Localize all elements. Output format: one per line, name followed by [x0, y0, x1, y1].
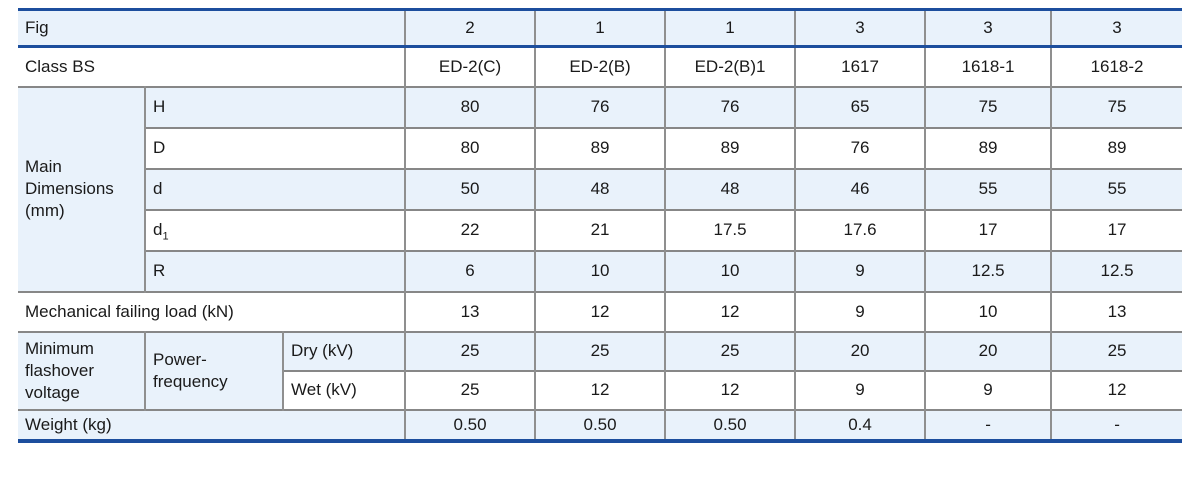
- class-bs-label: Class BS: [18, 46, 406, 87]
- main-dimensions-label: Main Dimensions (mm): [18, 86, 145, 292]
- dim-d-value: 55: [1050, 168, 1183, 210]
- fig-value: 3: [924, 9, 1052, 47]
- mechanical-failing-load-value: 13: [404, 291, 536, 332]
- mechanical-failing-load-value: 12: [664, 291, 796, 332]
- weight-value: 0.50: [664, 409, 796, 441]
- minimum-flashover-voltage-label: Minimum flashover voltage: [18, 331, 145, 410]
- dim-d-cap-value: 76: [794, 127, 926, 169]
- flashover-dry-value: 20: [924, 331, 1052, 371]
- dim-h-value: 76: [534, 86, 666, 128]
- row-flashover-wet: Wet (kV) 25 12 12 9 9 12: [18, 370, 1183, 410]
- row-fig: Fig 2 1 1 3 3 3: [18, 9, 1183, 47]
- dim-d-cap-value: 80: [404, 127, 536, 169]
- dim-d-value: 50: [404, 168, 536, 210]
- dim-d1-subscript: 1: [162, 230, 169, 243]
- fig-value: 1: [534, 9, 666, 47]
- dim-d1-value: 17.5: [664, 209, 796, 251]
- mechanical-failing-load-value: 10: [924, 291, 1052, 332]
- fig-label: Fig: [18, 9, 406, 47]
- flashover-wet-value: 9: [924, 370, 1052, 410]
- dim-d-label: d: [143, 168, 406, 210]
- flashover-dry-value: 25: [404, 331, 536, 371]
- dim-h-value: 76: [664, 86, 796, 128]
- dim-h-label: H: [143, 86, 406, 128]
- flashover-wet-value: 25: [404, 370, 536, 410]
- flashover-wet-value: 9: [794, 370, 926, 410]
- flashover-dry-value: 25: [664, 331, 796, 371]
- class-bs-value: ED-2(B)1: [664, 46, 796, 87]
- dim-r-label: R: [143, 250, 406, 292]
- mechanical-failing-load-value: 13: [1050, 291, 1183, 332]
- weight-value: -: [1050, 409, 1183, 441]
- dim-d1-value: 22: [404, 209, 536, 251]
- specification-table: Fig 2 1 1 3 3 3 Class BS ED-2(C) ED-2(B)…: [18, 8, 1183, 443]
- flashover-dry-value: 25: [1050, 331, 1183, 371]
- dim-d1-value: 17: [924, 209, 1052, 251]
- weight-value: 0.50: [534, 409, 666, 441]
- class-bs-value: 1618-1: [924, 46, 1052, 87]
- dim-d-cap-value: 89: [534, 127, 666, 169]
- dim-h-value: 80: [404, 86, 536, 128]
- dim-d-cap-value: 89: [1050, 127, 1183, 169]
- dim-d1-value: 17.6: [794, 209, 926, 251]
- flashover-wet-value: 12: [534, 370, 666, 410]
- flashover-dry-value: 20: [794, 331, 926, 371]
- dim-d1-value: 17: [1050, 209, 1183, 251]
- dim-d-cap-value: 89: [664, 127, 796, 169]
- dim-d-cap-value: 89: [924, 127, 1052, 169]
- flashover-wet-label: Wet (kV): [281, 370, 406, 410]
- row-flashover-dry: Minimum flashover voltage Power-frequenc…: [18, 331, 1183, 410]
- row-class-bs: Class BS ED-2(C) ED-2(B) ED-2(B)1 1617 1…: [18, 46, 1183, 87]
- dim-h-value: 65: [794, 86, 926, 128]
- row-dim-d1: d1 22 21 17.5 17.6 17 17: [18, 209, 1183, 251]
- dim-r-value: 6: [404, 250, 536, 292]
- dim-d-value: 48: [534, 168, 666, 210]
- dim-r-value: 9: [794, 250, 926, 292]
- row-dim-d-cap: D 80 89 89 76 89 89: [18, 127, 1183, 169]
- row-dim-r: R 6 10 10 9 12.5 12.5: [18, 250, 1183, 292]
- dim-h-value: 75: [924, 86, 1052, 128]
- dim-h-value: 75: [1050, 86, 1183, 128]
- dim-d-value: 46: [794, 168, 926, 210]
- dim-r-value: 10: [534, 250, 666, 292]
- weight-value: -: [924, 409, 1052, 441]
- power-frequency-label: Power-frequency: [144, 331, 283, 410]
- dim-d-value: 48: [664, 168, 796, 210]
- dim-d1-value: 21: [534, 209, 666, 251]
- class-bs-value: 1617: [794, 46, 926, 87]
- row-weight: Weight (kg) 0.50 0.50 0.50 0.4 - -: [18, 409, 1183, 441]
- fig-value: 3: [794, 9, 926, 47]
- row-dim-d: d 50 48 48 46 55 55: [18, 168, 1183, 210]
- flashover-dry-label: Dry (kV): [281, 331, 406, 371]
- flashover-wet-value: 12: [1050, 370, 1183, 410]
- weight-value: 0.4: [794, 409, 926, 441]
- dim-r-value: 12.5: [1050, 250, 1183, 292]
- dim-r-value: 12.5: [924, 250, 1052, 292]
- flashover-dry-value: 25: [534, 331, 666, 371]
- weight-value: 0.50: [404, 409, 536, 441]
- row-dim-h: Main Dimensions (mm) H 80 76 76 65 75 75: [18, 86, 1183, 292]
- mechanical-failing-load-value: 9: [794, 291, 926, 332]
- dim-d-cap-label: D: [143, 127, 406, 169]
- row-mechanical-failing-load: Mechanical failing load (kN) 13 12 12 9 …: [18, 291, 1183, 332]
- dim-d1-label: d1: [143, 209, 406, 251]
- class-bs-value: ED-2(C): [404, 46, 536, 87]
- mechanical-failing-load-value: 12: [534, 291, 666, 332]
- dim-r-value: 10: [664, 250, 796, 292]
- class-bs-value: ED-2(B): [534, 46, 666, 87]
- fig-value: 3: [1050, 9, 1183, 47]
- flashover-wet-value: 12: [664, 370, 796, 410]
- dim-d-value: 55: [924, 168, 1052, 210]
- mechanical-failing-load-label: Mechanical failing load (kN): [18, 291, 406, 332]
- fig-value: 2: [404, 9, 536, 47]
- fig-value: 1: [664, 9, 796, 47]
- weight-label: Weight (kg): [18, 409, 406, 441]
- class-bs-value: 1618-2: [1050, 46, 1183, 87]
